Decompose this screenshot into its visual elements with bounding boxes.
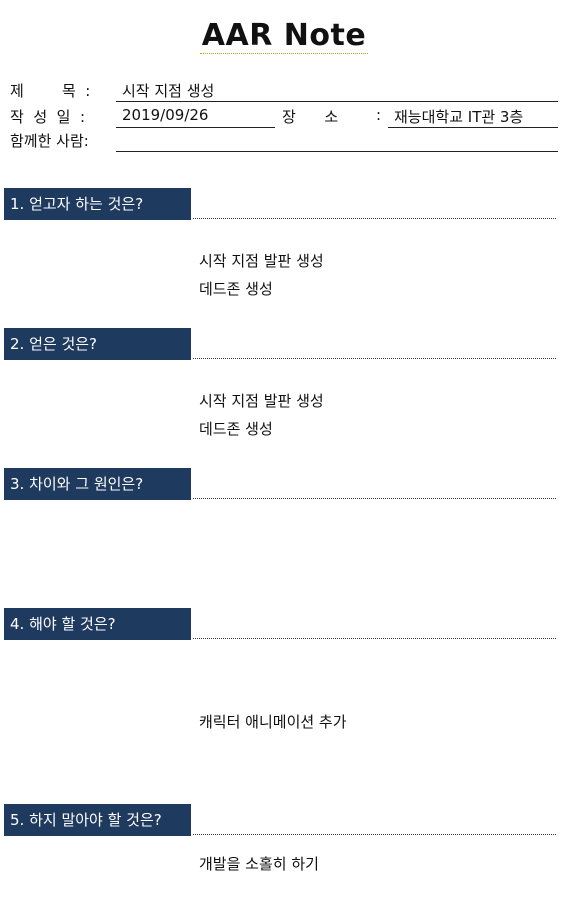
date-label: 작 성 일 : — [10, 108, 86, 126]
subject-underline — [116, 101, 558, 102]
subject-label: 제 목 : — [10, 82, 91, 100]
section-2-line: 시작 지점 발판 생성 — [199, 392, 324, 410]
place-value: 재능대학교 IT관 3층 — [394, 108, 524, 126]
section-5-divider — [193, 834, 556, 835]
section-3-header: 3. 차이와 그 원인은? — [4, 468, 191, 500]
document-title-text: AAR Note — [199, 18, 369, 54]
section-1-content: 시작 지점 발판 생성 데드존 생성 — [199, 247, 324, 303]
section-4-header: 4. 해야 할 것은? — [4, 608, 191, 640]
date-underline — [116, 127, 275, 128]
with-underline — [116, 151, 558, 152]
section-3-divider — [193, 498, 556, 499]
section-5-line: 개발을 소홀히 하기 — [199, 855, 319, 873]
section-1-divider — [193, 218, 556, 219]
section-2-divider — [193, 358, 556, 359]
section-4-line: 캐릭터 애니메이션 추가 — [199, 713, 347, 731]
place-label: 장 소 — [282, 108, 339, 126]
section-5-header: 5. 하지 말아야 할 것은? — [4, 804, 191, 836]
section-2-content: 시작 지점 발판 생성 데드존 생성 — [199, 387, 324, 443]
place-underline — [388, 127, 558, 128]
with-label: 함께한 사람: — [10, 132, 89, 150]
subject-value: 시작 지점 생성 — [122, 82, 215, 100]
section-4-divider — [193, 638, 556, 639]
section-2-header: 2. 얻은 것은? — [4, 328, 191, 360]
document-title: AAR Note — [0, 18, 568, 54]
section-1-header: 1. 얻고자 하는 것은? — [4, 188, 191, 220]
section-5-content: 개발을 소홀히 하기 — [199, 850, 319, 878]
date-value: 2019/09/26 — [122, 106, 209, 124]
section-4-content: 캐릭터 애니메이션 추가 — [199, 708, 347, 736]
section-2-line: 데드존 생성 — [199, 420, 273, 438]
section-1-line: 시작 지점 발판 생성 — [199, 252, 324, 270]
section-1-line: 데드존 생성 — [199, 280, 273, 298]
place-colon: : — [376, 106, 382, 124]
